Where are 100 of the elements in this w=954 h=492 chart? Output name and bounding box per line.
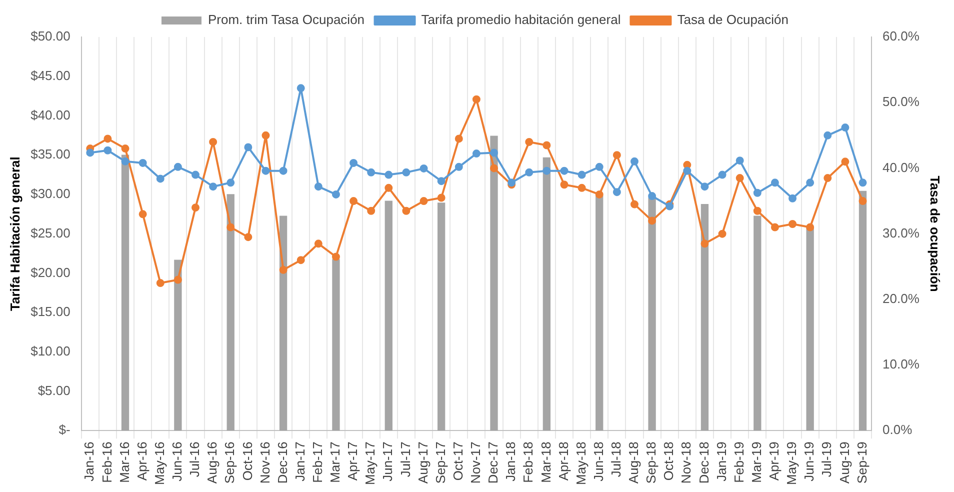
point	[226, 178, 235, 187]
x-tick-label: Sep-19	[854, 442, 870, 484]
point	[700, 240, 709, 248]
bar	[384, 200, 392, 431]
x-tick-label: Jan-17	[292, 442, 308, 482]
x-tick-label: Aug-17	[415, 442, 430, 484]
x-tick-label: Aug-18	[626, 442, 642, 484]
bar	[490, 136, 498, 431]
point	[209, 182, 218, 191]
bar	[700, 204, 709, 431]
point	[192, 204, 200, 212]
point	[806, 178, 814, 187]
point	[560, 166, 568, 175]
point	[736, 174, 744, 182]
point	[209, 138, 218, 146]
bar	[806, 226, 814, 431]
x-tick-label: Aug-16	[204, 442, 220, 484]
y-tick-label: $50.00	[30, 28, 70, 44]
point	[314, 182, 322, 191]
x-tick-label: Dec-16	[274, 442, 290, 484]
x-tick-label: Dec-17	[486, 442, 501, 484]
y-tick-label: $40.00	[30, 107, 70, 122]
point	[138, 210, 147, 218]
point	[367, 168, 376, 176]
point	[437, 177, 446, 186]
point	[525, 138, 534, 146]
point	[384, 170, 393, 179]
point	[262, 166, 270, 175]
y2-tick-label: 0.0%	[882, 422, 913, 438]
point	[718, 170, 726, 179]
point	[770, 178, 779, 187]
point	[542, 166, 551, 175]
bar	[858, 190, 867, 431]
x-tick-label: Nov-18	[678, 442, 694, 484]
x-tick-label: Apr-19	[766, 442, 782, 481]
x-tick-label: May-16	[152, 442, 167, 486]
x-tick-label: Jun-16	[170, 442, 185, 482]
point	[806, 223, 814, 232]
point	[296, 84, 305, 92]
point	[244, 233, 252, 242]
y2-tick-label: 20.0%	[882, 291, 920, 306]
bar	[279, 216, 288, 431]
point	[121, 144, 130, 153]
point	[525, 168, 534, 176]
point	[736, 156, 744, 165]
point	[367, 206, 376, 215]
bar	[174, 260, 182, 431]
x-tick-label: Jan-18	[503, 442, 518, 482]
x-tick-label: Nov-16	[257, 442, 272, 484]
x-tick-label: Jun-18	[590, 442, 606, 482]
point	[718, 230, 726, 238]
x-tick-label: Mar-17	[328, 442, 343, 483]
bar	[226, 194, 234, 431]
x-tick-label: Mar-19	[748, 442, 764, 483]
x-tick-label: Oct-17	[450, 442, 466, 481]
point	[121, 157, 130, 166]
point	[612, 151, 621, 160]
y2-tick-label: 60.0%	[882, 28, 920, 44]
x-tick-label: Sep-17	[432, 442, 448, 484]
point	[578, 184, 586, 192]
y-axis-title: Tarifa Habitación general	[7, 156, 22, 312]
point	[454, 134, 463, 143]
x-tick-label: Jul-19	[819, 442, 834, 478]
point	[472, 150, 480, 158]
x-tick-label: Aug-19	[836, 442, 852, 484]
x-tick-label: Jun-17	[380, 442, 396, 482]
x-tick-label: Nov-17	[468, 442, 484, 484]
bar	[648, 197, 656, 431]
point	[578, 170, 586, 179]
x-tick-label: Apr-16	[134, 442, 150, 481]
y-tick-label: $30.00	[30, 186, 70, 202]
y2-tick-label: 30.0%	[882, 225, 920, 240]
point	[86, 148, 94, 157]
y-tick-label: $45.00	[30, 68, 70, 83]
point	[753, 206, 762, 215]
bar	[596, 195, 604, 431]
point	[858, 197, 867, 206]
point	[104, 134, 112, 143]
x-tick-label: Apr-18	[556, 442, 571, 481]
point	[630, 200, 638, 208]
point	[753, 188, 762, 197]
point	[490, 164, 498, 172]
x-tick-label: Apr-17	[345, 442, 360, 481]
point	[156, 279, 164, 288]
point	[314, 240, 322, 248]
point	[560, 180, 568, 189]
bar	[332, 259, 340, 431]
point	[402, 206, 410, 215]
y-tick-label: $-	[58, 422, 70, 438]
y2-tick-label: 50.0%	[882, 94, 920, 110]
point	[402, 168, 410, 176]
point	[612, 188, 621, 196]
point	[648, 216, 656, 225]
point	[296, 256, 305, 264]
point	[700, 182, 709, 191]
point	[630, 157, 638, 166]
y-tick-label: $10.00	[30, 344, 70, 358]
point	[350, 197, 358, 206]
x-tick-label: May-17	[362, 442, 378, 486]
legend-label: Tarifa promedio habitación general	[421, 12, 621, 28]
